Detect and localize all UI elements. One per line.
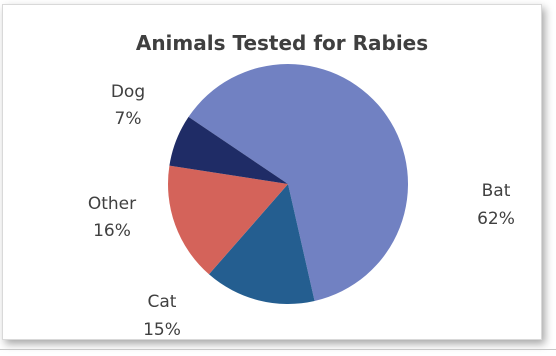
- label-bat-percent: 62%: [477, 209, 515, 229]
- pie-slices: [167, 64, 409, 305]
- label-other-percent: 16%: [93, 221, 131, 241]
- label-cat-name: Cat: [148, 292, 177, 312]
- page-divider: [0, 349, 556, 350]
- label-dog-name: Dog: [111, 82, 145, 102]
- pie-slice-cat: [208, 184, 315, 305]
- label-bat-name: Bat: [482, 181, 511, 201]
- pie-slice-other: [167, 165, 288, 275]
- label-cat-percent: 15%: [143, 320, 181, 340]
- label-dog-percent: 7%: [115, 109, 142, 129]
- pie-slice-dog: [169, 116, 288, 184]
- pie-slice-bat: [188, 64, 409, 302]
- chart-title: Animals Tested for Rabies: [136, 31, 428, 55]
- label-other-name: Other: [88, 194, 136, 214]
